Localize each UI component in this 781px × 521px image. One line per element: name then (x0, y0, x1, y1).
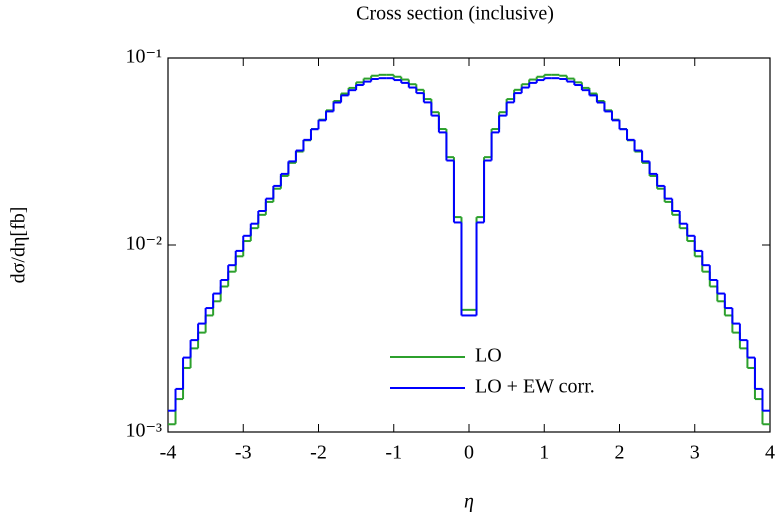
x-tick-label: -3 (235, 442, 252, 464)
chart-title: Cross section (inclusive) (356, 3, 554, 25)
legend-label: LO + EW corr. (475, 376, 595, 398)
plot-frame (167, 57, 771, 433)
x-axis-label: η (464, 491, 474, 513)
y-axis-label: dσ/dη[fb] (8, 207, 30, 284)
x-tick-label: -4 (160, 442, 177, 464)
x-tick-label: 0 (464, 442, 474, 464)
x-tick-label: -2 (310, 442, 327, 464)
y-tick-label: 10⁻² (125, 233, 162, 255)
x-tick-label: 2 (615, 442, 625, 464)
y-tick-label: 10⁻¹ (125, 46, 162, 68)
x-tick-label: -1 (385, 442, 402, 464)
legend-label: LO (475, 345, 502, 367)
x-tick-label: 3 (690, 442, 700, 464)
y-tick-label: 10⁻³ (125, 420, 162, 442)
x-tick-label: 4 (765, 442, 775, 464)
x-tick-label: 1 (539, 442, 549, 464)
